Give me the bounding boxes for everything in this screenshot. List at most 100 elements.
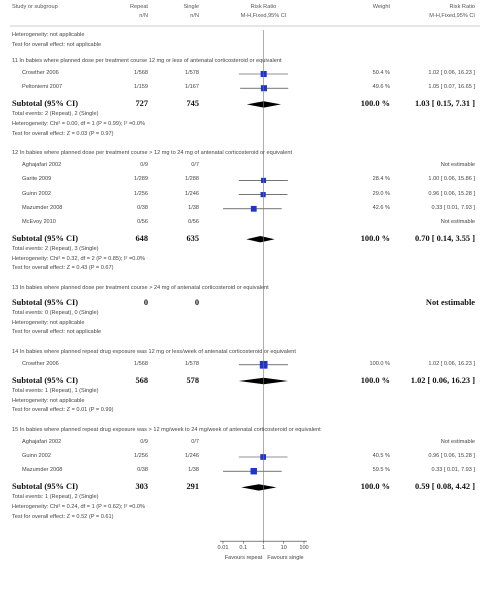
study-single: 0/7 [191,162,199,169]
study-name: Peltoniemi 2007 [22,84,63,91]
subgroup-note: Test for overall effect: Z = 0.43 (P = 0… [12,265,114,272]
header-risk-ratio: Risk Ratio [449,4,476,10]
subtotal-repeat: 0 [143,298,148,307]
study-name: Mazumder 2008 [22,204,63,211]
subtotal-single: 635 [186,234,199,244]
study-repeat: 1/289 [134,176,148,183]
subgroup-title: 11 In babies where planned dose per trea… [12,58,282,64]
header-repeat-n: n/N [139,13,148,19]
subgroup-note: Total events: 1 (Repeat), 2 (Single) [12,494,99,501]
header-risk-ratio-plot: Risk Ratio [250,4,277,10]
subtotal-repeat: 568 [135,376,148,385]
subgroup-title: 12 In babies where planned dose per trea… [12,150,293,157]
subgroup-note: Heterogeneity: Chi² = 0.32, df = 2 (P = … [12,255,145,262]
effect-marker [250,205,257,212]
study-repeat: 1/568 [134,360,148,367]
effect-marker [260,85,267,92]
subgroup-note: Heterogeneity: Chi² = 0.24, df = 1 (P = … [12,504,145,510]
study-single: 1/578 [185,70,199,76]
study-name: Garite 2009 [22,176,52,183]
study-name: Guinn 2002 [22,453,51,459]
study-repeat: 1/159 [134,84,148,91]
study-risk-ratio: Not estimable [440,438,475,445]
study-single: 1/246 [185,190,199,197]
subtotal-weight: 100.0 % [360,482,390,492]
effect-marker [250,467,257,475]
study-name: Crowther 2006 [22,70,59,76]
study-name: Aghajafari 2002 [22,438,62,445]
study-repeat: 1/568 [134,70,148,76]
study-repeat: 0/56 [137,219,148,225]
study-single: 1/38 [188,467,199,474]
study-weight: 59.5 % [372,467,390,474]
subtotal-diamond [246,101,281,108]
effect-marker [260,454,266,460]
study-repeat: 0/9 [140,162,148,169]
subgroup-note: Test for overall effect: Z = 0.03 (P = 0… [12,130,114,137]
study-repeat: 1/256 [134,190,148,197]
axis-tick-label: 0.01 [217,545,229,552]
subgroup-note: Total events: 1 (Repeat), 1 (Single) [12,388,99,394]
header-repeat: Repeat [129,4,148,10]
study-repeat: 0/9 [140,438,148,445]
study-repeat: 0/38 [137,204,148,211]
subgroup-title: 15 In babies where planned repeat drug e… [12,426,321,433]
subtotal-single: 578 [186,376,199,385]
subtotal-repeat: 648 [135,234,148,244]
study-weight: 100.0 % [369,360,390,367]
subgroup-note: Test for overall effect: Z = 0.01 (P = 0… [12,407,114,414]
study-risk-ratio: 0.96 [ 0.06, 15.28 ] [428,453,475,459]
subtotal-diamond [241,484,277,491]
axis-tick-label: 1 [261,545,266,552]
subgroup-title: 14 In babies where planned repeat drug e… [12,348,296,355]
study-risk-ratio: 1.00 [ 0.06, 15.86 ] [428,176,475,183]
subtotal-label: Subtotal (95% CI) [12,482,79,492]
intro-overall-effect: Test for overall effect: not applicable [12,42,102,48]
axis-tick-label: 10 [280,545,287,552]
study-risk-ratio: 0.33 [ 0.01, 7.93 ] [431,467,475,474]
favours-single-label: Favours single [267,555,304,562]
study-weight: 29.0 % [372,190,390,197]
subgroup-note: Test for overall effect: not applicable [12,329,102,336]
intro-heterogeneity: Heterogeneity: not applicable [12,32,85,38]
study-name: McEvoy 2010 [22,219,56,225]
study-name: Mazumder 2008 [22,467,63,474]
subtotal-weight: 100.0 % [360,376,390,385]
header-method: M-H,Fixed,95% CI [429,13,475,19]
study-risk-ratio: 1.02 [ 0.06, 16.23 ] [428,70,475,76]
subgroup-note: Total events: 2 (Repeat), 2 (Single) [12,111,99,118]
study-repeat: 0/38 [137,467,148,474]
header-method-plot: M-H,Fixed,95% CI [240,13,287,19]
study-repeat: 1/256 [134,453,148,459]
header-single: Single [183,4,199,10]
subtotal-risk-ratio: 1.03 [ 0.15, 7.31 ] [414,99,475,109]
study-single: 1/167 [185,84,199,91]
subgroup-note: Heterogeneity: not applicable [12,319,85,326]
study-name: Guinn 2002 [22,190,51,197]
study-risk-ratio: 0.96 [ 0.06, 15.28 ] [428,190,475,197]
subtotal-repeat: 727 [135,99,148,109]
header-study: Study or subgroup [12,4,58,10]
study-single: 1/578 [185,360,199,367]
subtotal-label: Subtotal (95% CI) [12,376,79,385]
subtotal-risk-ratio: 1.02 [ 0.06, 16.23 ] [410,376,475,385]
header-weight: Weight [372,4,390,10]
subtotal-risk-ratio: 0.59 [ 0.08, 4.42 ] [414,482,475,492]
study-single: 1/38 [188,204,199,211]
subgroup-note: Heterogeneity: not applicable [12,397,85,404]
subgroup-note: Test for overall effect: Z = 0.52 (P = 0… [12,513,114,520]
study-risk-ratio: Not estimable [440,219,475,225]
study-single: 0/56 [188,219,199,225]
study-weight: 50.4 % [372,70,390,76]
study-single: 0/7 [191,438,199,445]
subgroup-note: Total events: 2 (Repeat), 3 (Single) [12,246,99,253]
study-risk-ratio: Not estimable [440,162,475,169]
subtotal-label: Subtotal (95% CI) [12,234,79,244]
subtotal-label: Subtotal (95% CI) [12,99,79,109]
subgroup-note: Total events: 0 (Repeat), 0 (Single) [12,310,99,316]
study-risk-ratio: 1.05 [ 0.07, 16.65 ] [428,84,475,91]
axis-tick-label: 0.1 [239,545,248,552]
study-single: 1/288 [185,176,199,183]
